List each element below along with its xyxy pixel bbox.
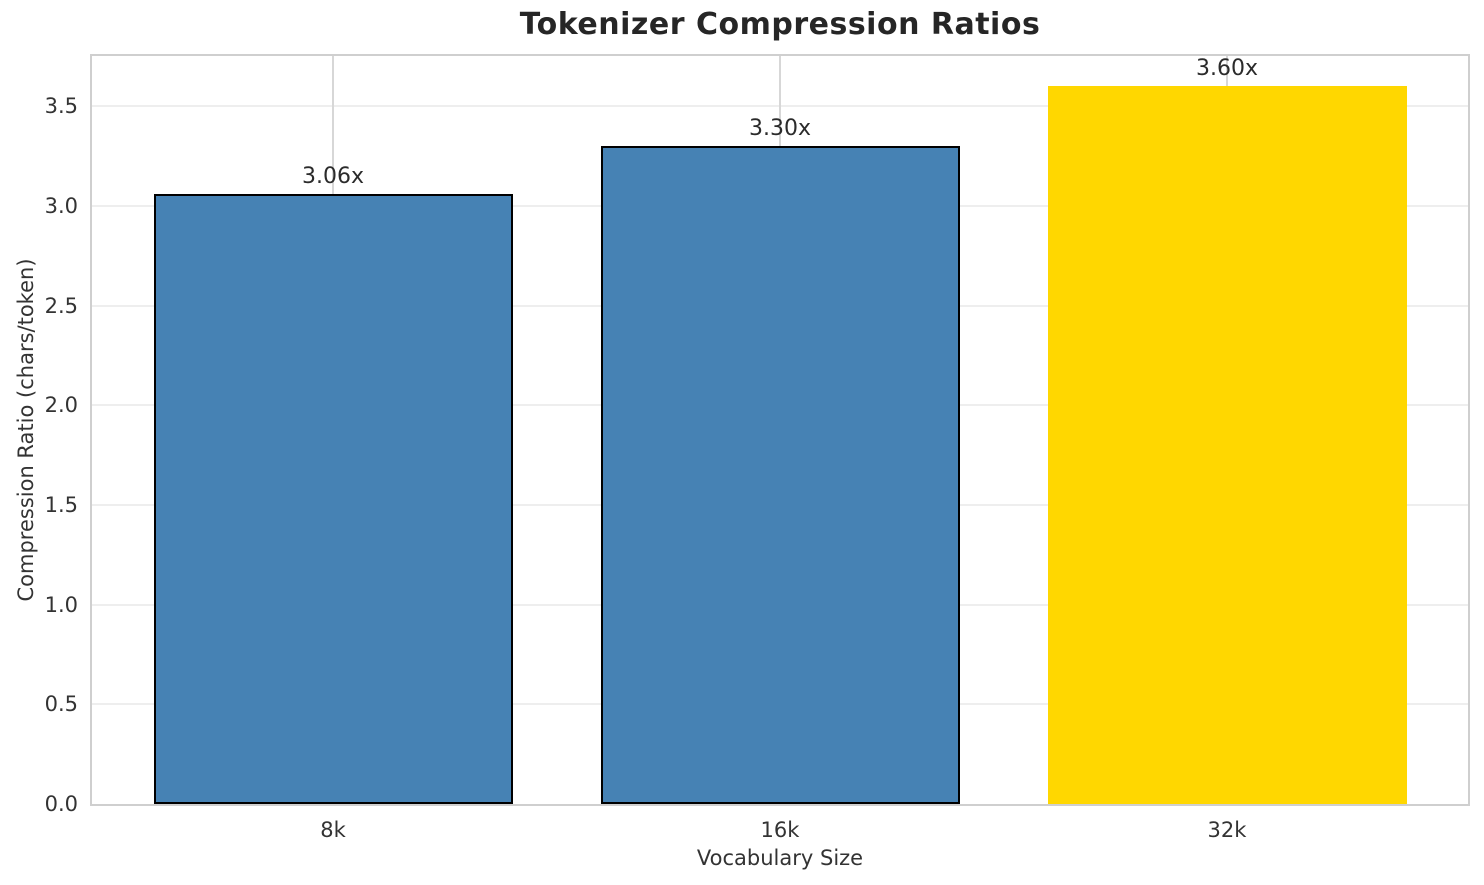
bar-16k [600,145,960,804]
chart-title: Tokenizer Compression Ratios [519,7,1041,42]
x-tick-label: 8k [320,818,346,842]
y-tick-label: 1.5 [44,492,78,517]
x-tick-label: 16k [760,818,800,842]
bar-8k [153,193,513,804]
y-tick-label: 0.5 [44,692,78,717]
plot-area: 3.06x 3.30x 3.60x [90,54,1470,806]
bar-value-label: 3.60x [1195,56,1258,82]
bar-value-label: 3.06x [301,163,364,189]
y-tick-label: 0.0 [44,792,78,816]
y-tick-label: 2.5 [44,293,78,318]
x-tick-label: 32k [1207,818,1247,842]
bar-value-label: 3.30x [748,115,811,141]
y-tick-label: 1.0 [44,592,78,617]
y-tick-label: 3.5 [44,94,78,119]
bar-32k [1047,86,1407,804]
y-tick-label: 3.0 [44,193,78,218]
y-tick-label: 2.0 [44,393,78,418]
x-axis-label: Vocabulary Size [696,846,864,870]
